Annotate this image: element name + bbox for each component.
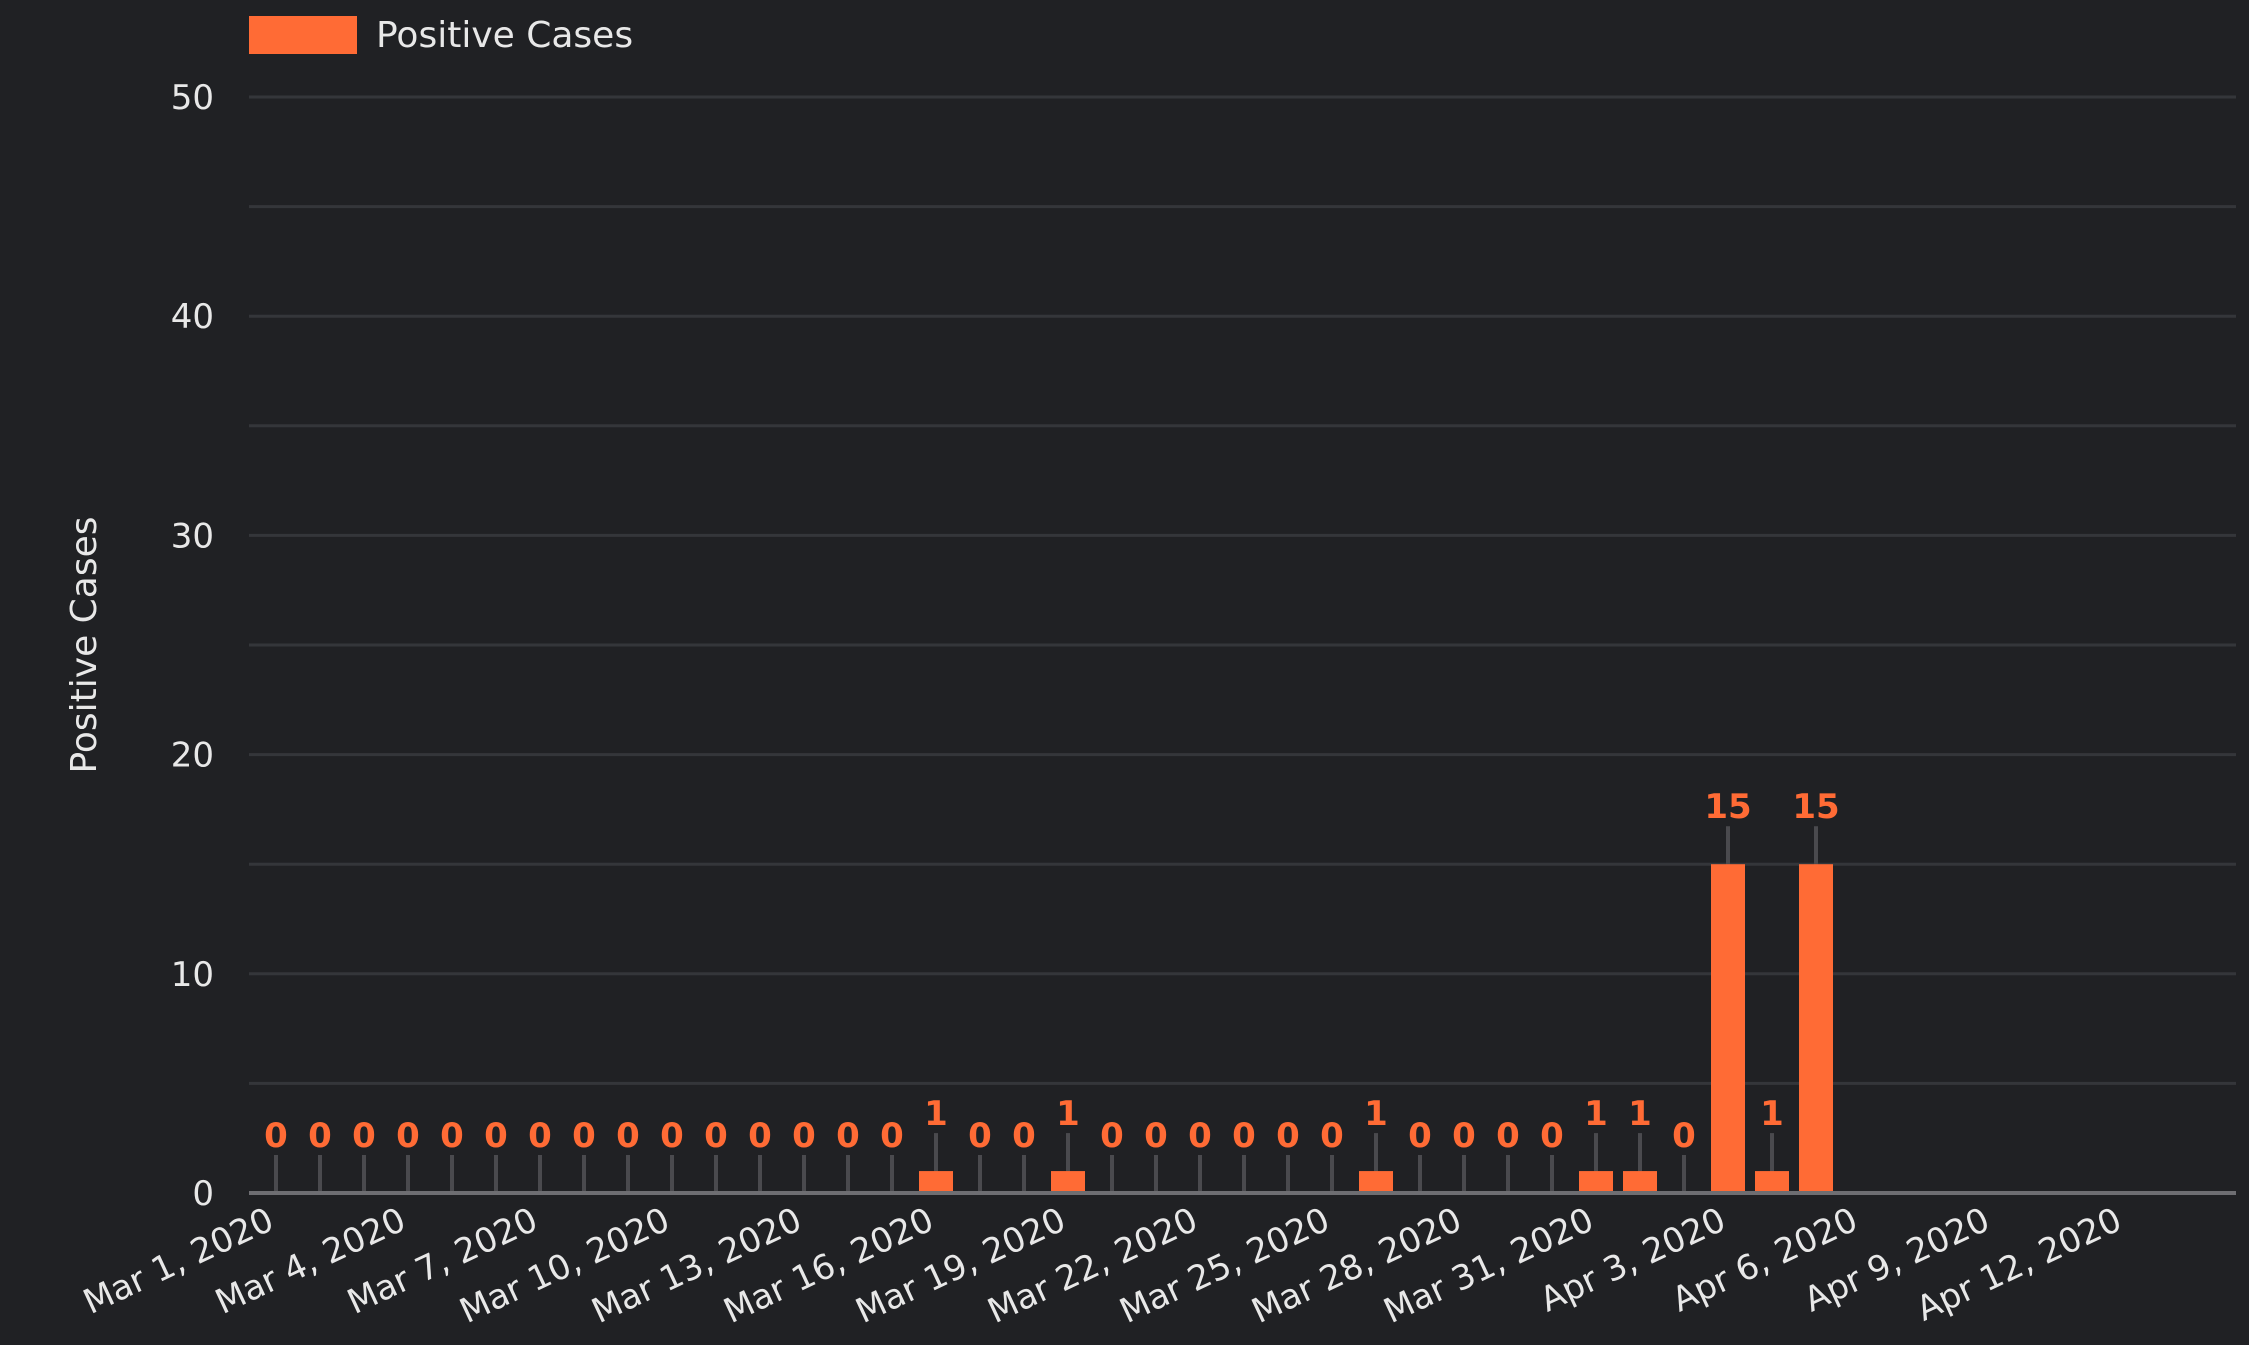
bar-value-label: 0 — [1452, 1116, 1476, 1156]
bar-value-label: 15 — [1792, 787, 1839, 827]
bar-value-label: 0 — [1540, 1116, 1564, 1156]
y-tick-label: 20 — [171, 736, 214, 776]
bar-value-label: 1 — [1628, 1094, 1652, 1134]
bar-value-label: 0 — [396, 1116, 420, 1156]
bar-value-label: 1 — [1760, 1094, 1784, 1134]
y-axis-ticks: 0 10 20 30 40 50 — [171, 78, 214, 1214]
bar-value-label: 0 — [1496, 1116, 1520, 1156]
bar-value-label: 0 — [1232, 1116, 1256, 1156]
bar-value-label: 0 — [484, 1116, 508, 1156]
bar-value-label: 0 — [1188, 1116, 1212, 1156]
y-tick-label: 10 — [171, 955, 214, 995]
bar-value-label: 0 — [528, 1116, 552, 1156]
y-tick-label: 40 — [171, 297, 214, 337]
bar-value-label: 0 — [704, 1116, 728, 1156]
bar-value-label: 0 — [1100, 1116, 1124, 1156]
bar-value-label: 1 — [924, 1094, 948, 1134]
bar[interactable] — [1799, 864, 1833, 1193]
grid-lines — [249, 95, 2236, 1085]
bar-value-label: 0 — [1276, 1116, 1300, 1156]
bar-value-label: 15 — [1704, 787, 1751, 827]
y-tick-label: 50 — [171, 78, 214, 118]
bar-value-label: 0 — [836, 1116, 860, 1156]
bars — [274, 826, 1833, 1193]
bar-value-label: 0 — [616, 1116, 640, 1156]
bar-value-label: 0 — [440, 1116, 464, 1156]
bar-value-label: 0 — [572, 1116, 596, 1156]
bar-value-label: 1 — [1364, 1094, 1388, 1134]
bar-value-label: 0 — [660, 1116, 684, 1156]
bar[interactable] — [1623, 1171, 1657, 1193]
bar-value-label: 0 — [1672, 1116, 1696, 1156]
bar-value-label: 0 — [792, 1116, 816, 1156]
bar-value-label: 0 — [1408, 1116, 1432, 1156]
bar[interactable] — [1051, 1171, 1085, 1193]
legend-swatch — [249, 16, 357, 54]
bar-value-label: 0 — [352, 1116, 376, 1156]
y-tick-label: 0 — [192, 1174, 214, 1214]
bar[interactable] — [1711, 864, 1745, 1193]
bar-value-label: 0 — [968, 1116, 992, 1156]
bar[interactable] — [1359, 1171, 1393, 1193]
bar[interactable] — [1579, 1171, 1613, 1193]
legend-label: Positive Cases — [376, 15, 633, 56]
bar-value-label: 0 — [308, 1116, 332, 1156]
bar-value-label: 0 — [748, 1116, 772, 1156]
bar-value-label: 1 — [1584, 1094, 1608, 1134]
bar-value-label: 0 — [1012, 1116, 1036, 1156]
legend[interactable]: Positive Cases — [249, 15, 633, 56]
bar-value-label: 0 — [880, 1116, 904, 1156]
bar-value-label: 0 — [1320, 1116, 1344, 1156]
y-axis-title: Positive Cases — [64, 516, 105, 773]
bar[interactable] — [919, 1171, 953, 1193]
bar[interactable] — [1755, 1171, 1789, 1193]
bar-value-label: 0 — [1144, 1116, 1168, 1156]
y-tick-label: 30 — [171, 516, 214, 556]
bar-value-label: 0 — [264, 1116, 288, 1156]
bar-value-label: 1 — [1056, 1094, 1080, 1134]
